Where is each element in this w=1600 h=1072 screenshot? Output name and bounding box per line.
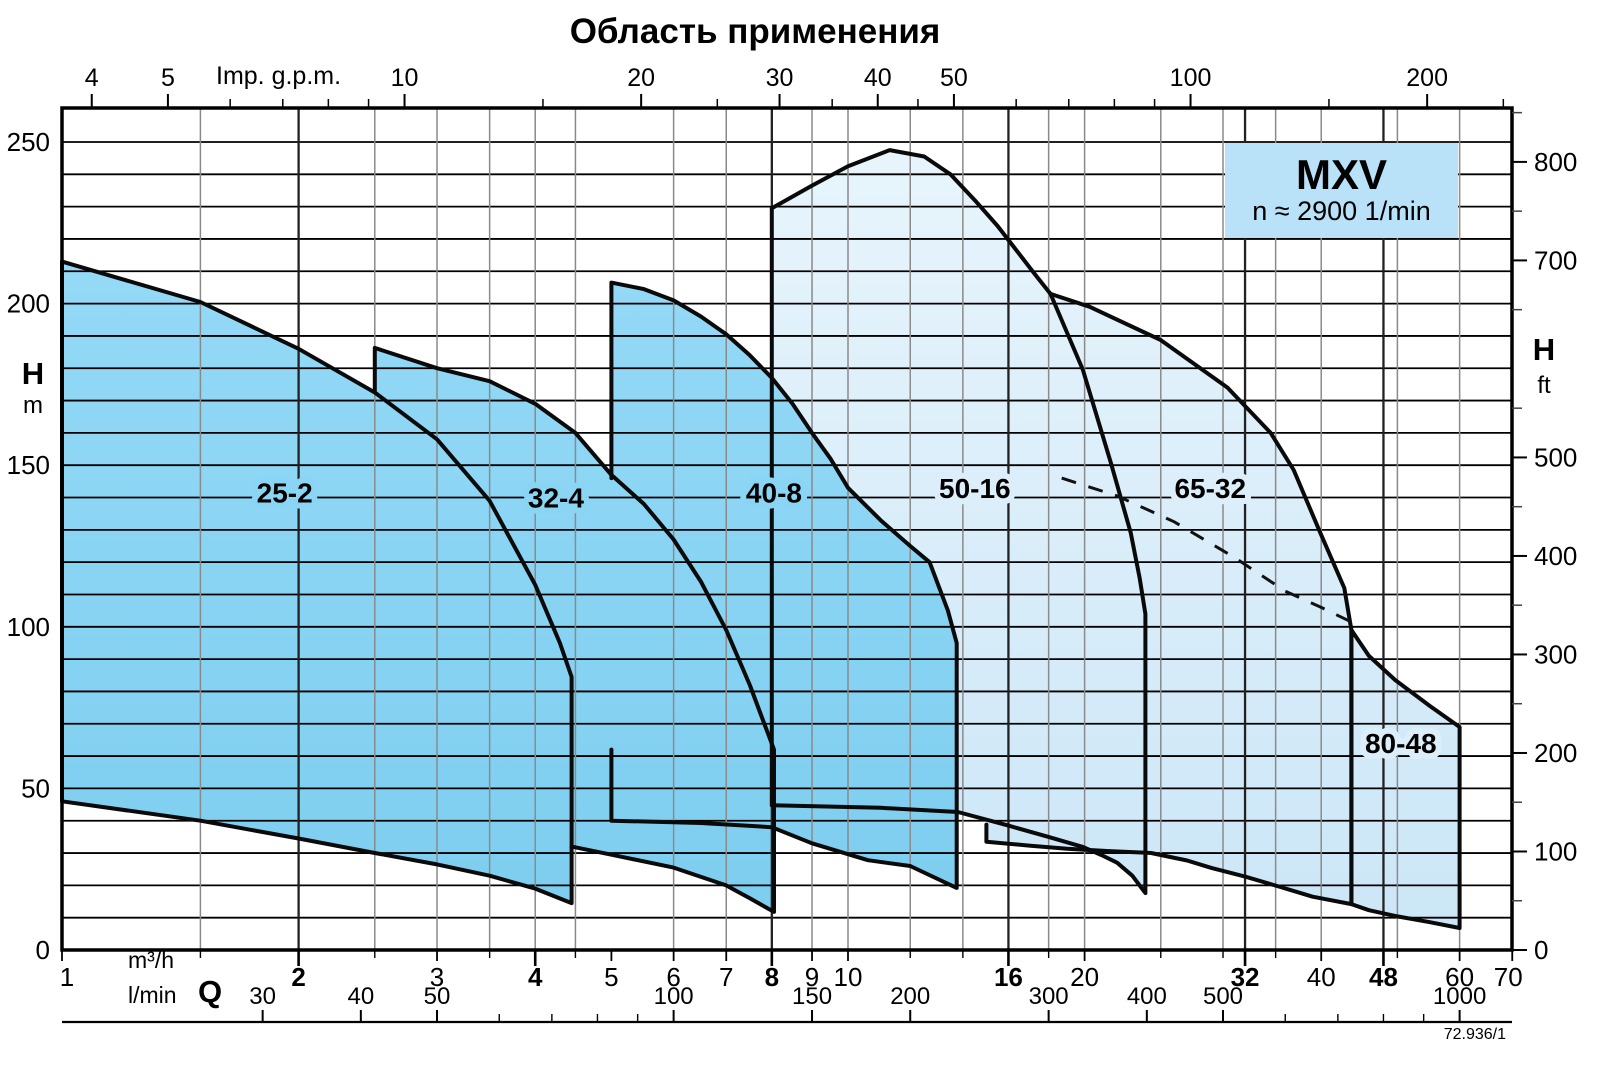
tick-label-lmin-50: 50 (424, 983, 451, 1010)
tick-label-bottom-9: 9 (805, 962, 819, 992)
tick-label-lmin-100: 100 (654, 983, 694, 1010)
tick-label-top-10: 10 (391, 64, 419, 92)
flow-axis-q-label: Q (198, 974, 223, 1009)
tick-label-bottom-5: 5 (604, 962, 618, 992)
series-badge: MXV n ≈ 2900 1/min (1225, 143, 1458, 238)
tick-label-top-40: 40 (864, 64, 892, 92)
tick-label-right-500: 500 (1534, 442, 1577, 472)
tick-label-bottom-3: 3 (430, 962, 444, 992)
tick-label-bottom-40: 40 (1307, 962, 1336, 992)
flow-axis-m3h-label: m³/h (128, 947, 174, 973)
tick-label-left-50: 50 (21, 773, 50, 803)
envelope-outline-80-48 (1349, 628, 1462, 930)
tick-label-right-200: 200 (1534, 738, 1577, 768)
region-label-80-48: 80-48 (1365, 728, 1437, 759)
flow-axis-lmin-label: l/min (128, 982, 177, 1008)
document-number: 72.936/1 (1443, 1026, 1506, 1043)
region-label-50-16: 50-16 (939, 473, 1011, 504)
tick-label-lmin-150: 150 (792, 983, 832, 1010)
tick-label-left-250: 250 (7, 127, 50, 157)
tick-label-bottom-20: 20 (1070, 962, 1099, 992)
tick-label-lmin-500: 500 (1203, 983, 1243, 1010)
tick-label-top-4: 4 (85, 64, 99, 92)
right-axis-ft-label: ft (1537, 372, 1551, 399)
envelope-fill-80-48 (1351, 630, 1460, 928)
region-label-32-4: 32-4 (528, 483, 584, 514)
tick-label-top-50: 50 (940, 64, 968, 92)
dashed-boundary-layer (1061, 476, 1353, 624)
region-label-40-8: 40-8 (746, 478, 802, 509)
tick-label-lmin-1000: 1000 (1433, 983, 1486, 1010)
tick-label-lmin-400: 400 (1127, 983, 1167, 1010)
tick-label-top-20: 20 (627, 64, 655, 92)
tick-label-left-100: 100 (7, 612, 50, 642)
region-label-65-32: 65-32 (1174, 473, 1246, 504)
envelope-outline-65-32 (984, 291, 1354, 907)
dashed-boundary-curve (1061, 476, 1353, 624)
tick-label-right-700: 700 (1534, 245, 1577, 275)
series-speed: n ≈ 2900 1/min (1252, 195, 1431, 226)
envelope-outline-layer (60, 148, 1462, 930)
tick-label-lmin-300: 300 (1029, 983, 1069, 1010)
tick-label-right-300: 300 (1534, 639, 1577, 669)
axes-layer: 4 5 10 20 30 40 50 100 2000501001502002500100200… (7, 64, 1577, 1024)
envelope-outline-50-16 (769, 148, 1148, 896)
tick-label-left-200: 200 (7, 289, 50, 319)
top-axis-unit-label: Imp. g.p.m. (216, 62, 342, 90)
left-axis-m-label: m (23, 392, 43, 419)
region-label-25-2: 25-2 (257, 478, 313, 509)
tick-label-right-100: 100 (1534, 836, 1577, 866)
tick-label-bottom-7: 7 (719, 962, 733, 992)
tick-label-left-150: 150 (7, 450, 50, 480)
tick-label-lmin-30: 30 (249, 983, 276, 1010)
tick-label-bottom-70: 70 (1494, 962, 1523, 992)
tick-label-right-0: 0 (1534, 935, 1548, 965)
envelope-outline-32-4 (372, 345, 776, 914)
tick-label-bottom-8: 8 (765, 962, 779, 992)
tick-label-bottom-2: 2 (291, 962, 305, 992)
tick-label-top-30: 30 (766, 64, 794, 92)
tick-label-bottom-16: 16 (994, 962, 1023, 992)
tick-label-right-400: 400 (1534, 541, 1577, 571)
envelope-fill-40-8 (611, 282, 957, 888)
envelope-outline-25-2 (60, 259, 574, 906)
tick-label-bottom-32: 32 (1231, 962, 1260, 992)
tick-label-top-100: 100 (1170, 64, 1212, 92)
tick-label-right-800: 800 (1534, 147, 1577, 177)
series-name: MXV (1295, 150, 1387, 198)
tick-label-top-5: 5 (161, 64, 175, 92)
plot-border-layer (60, 106, 1514, 952)
tick-label-bottom-1: 1 (60, 962, 74, 992)
tick-label-bottom-4: 4 (528, 962, 543, 992)
envelope-fill-65-32 (986, 293, 1352, 905)
tick-label-bottom-60: 60 (1445, 962, 1474, 992)
envelope-outline-40-8 (609, 280, 959, 890)
tick-label-lmin-200: 200 (890, 983, 930, 1010)
tick-label-bottom-48: 48 (1369, 962, 1398, 992)
tick-label-bottom-10: 10 (834, 962, 863, 992)
page-title: Область применения (569, 12, 941, 51)
tick-label-lmin-40: 40 (347, 983, 374, 1010)
left-axis-h-label: H (21, 356, 45, 391)
plot-border (60, 106, 1514, 952)
region-label-layer: 50-16 65-32 80-48 25-2 32-4 40-8 (251, 467, 1443, 765)
envelope-fill-layer (62, 150, 1460, 928)
tick-label-left-0: 0 (36, 935, 50, 965)
tick-label-bottom-6: 6 (666, 962, 680, 992)
right-axis-h-label: H (1532, 332, 1556, 367)
tick-label-top-200: 200 (1406, 64, 1448, 92)
